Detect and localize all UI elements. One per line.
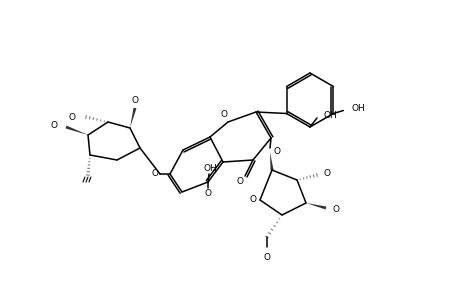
Text: O: O bbox=[249, 194, 256, 203]
Text: O: O bbox=[131, 95, 138, 104]
Text: O: O bbox=[323, 169, 330, 178]
Text: OH: OH bbox=[203, 164, 216, 172]
Text: OH: OH bbox=[351, 104, 364, 113]
Text: O: O bbox=[263, 253, 270, 262]
Text: O: O bbox=[151, 169, 158, 178]
Text: O: O bbox=[51, 121, 58, 130]
Text: O: O bbox=[69, 112, 76, 122]
Text: O: O bbox=[332, 205, 339, 214]
Polygon shape bbox=[130, 108, 136, 128]
Text: O: O bbox=[236, 178, 243, 187]
Text: O: O bbox=[204, 188, 211, 197]
Polygon shape bbox=[305, 203, 325, 209]
Polygon shape bbox=[269, 152, 273, 170]
Text: O: O bbox=[273, 146, 280, 155]
Text: O: O bbox=[220, 110, 227, 118]
Text: OH: OH bbox=[323, 110, 337, 119]
Polygon shape bbox=[65, 126, 88, 135]
